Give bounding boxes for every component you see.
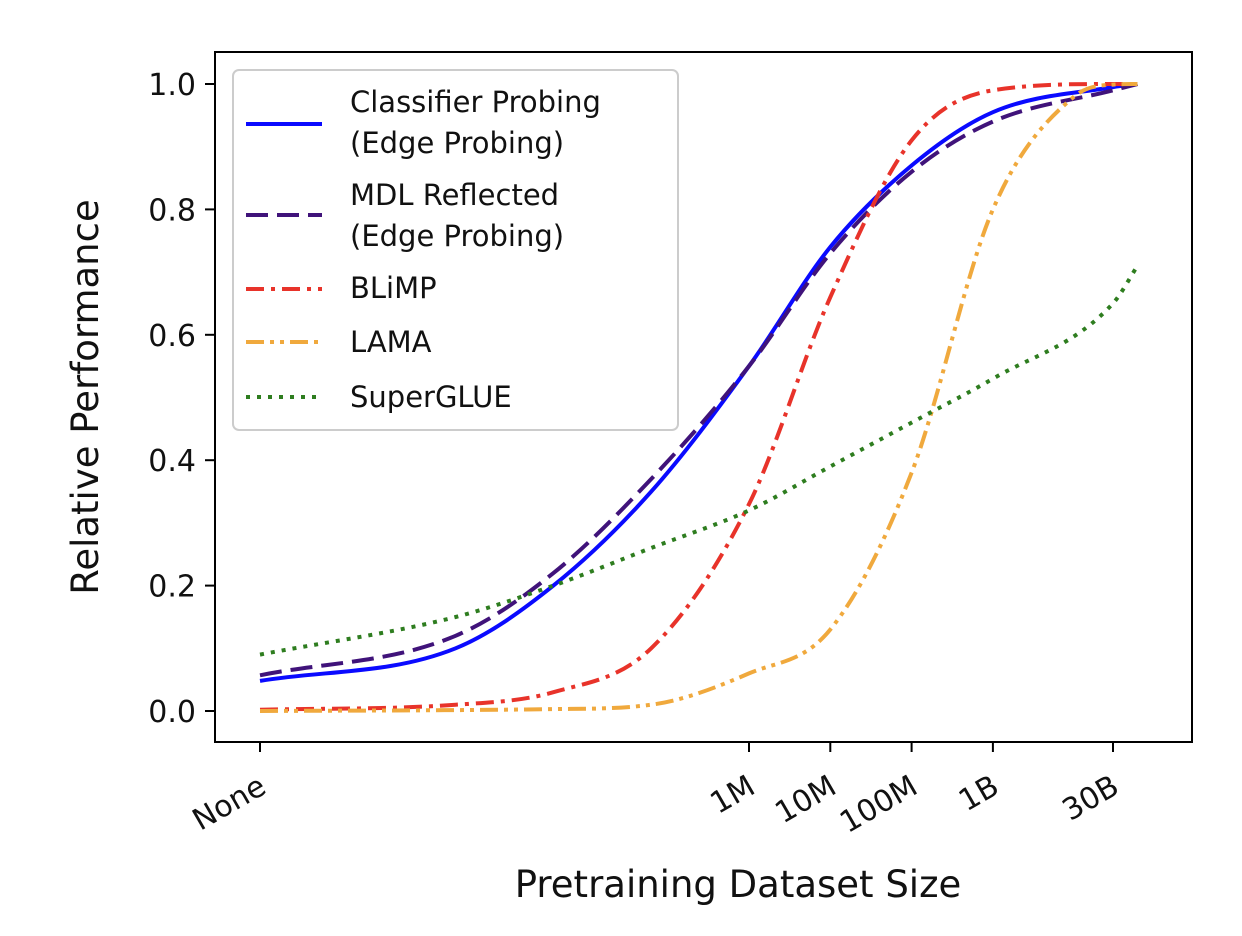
x-tick-label: None (187, 769, 272, 838)
legend-label: LAMA (350, 325, 432, 359)
y-tick-label: 0.8 (148, 193, 196, 228)
series-line-2 (259, 82, 1138, 712)
legend: Classifier Probing (Edge Probing) MDL Refl… (232, 69, 679, 431)
y-tick-label: 1.0 (148, 68, 196, 103)
series-line-3 (259, 82, 1138, 713)
x-axis-label: Pretraining Dataset Size (515, 863, 962, 906)
series-line-0 (259, 82, 1138, 683)
series-line-1 (259, 82, 1138, 678)
y-axis: 0.0 0.2 0.4 0.6 0.8 1.0 (148, 68, 215, 730)
x-tick-label: 30B (1057, 769, 1125, 829)
legend-label: (Edge Probing) (350, 126, 564, 160)
legend-label: (Edge Probing) (350, 219, 564, 253)
y-tick-label: 0.0 (148, 695, 196, 730)
legend-box (232, 69, 679, 431)
y-tick-label: 0.4 (148, 444, 196, 479)
y-axis-label: Relative Performance (64, 199, 107, 594)
curves-layer (259, 82, 1140, 713)
x-tick-label: 1B (953, 769, 1005, 819)
legend-label: BLiMP (350, 271, 437, 305)
legend-label: SuperGLUE (350, 380, 512, 414)
x-tick-label: 100M (834, 769, 924, 841)
legend-label: MDL Reflected (350, 178, 559, 212)
y-tick-label: 0.6 (148, 319, 196, 354)
x-tick-label: 1M (705, 769, 761, 822)
legend-label: Classifier Probing (350, 85, 601, 119)
x-tick-label: 10M (769, 769, 842, 831)
y-tick-label: 0.2 (148, 570, 196, 605)
